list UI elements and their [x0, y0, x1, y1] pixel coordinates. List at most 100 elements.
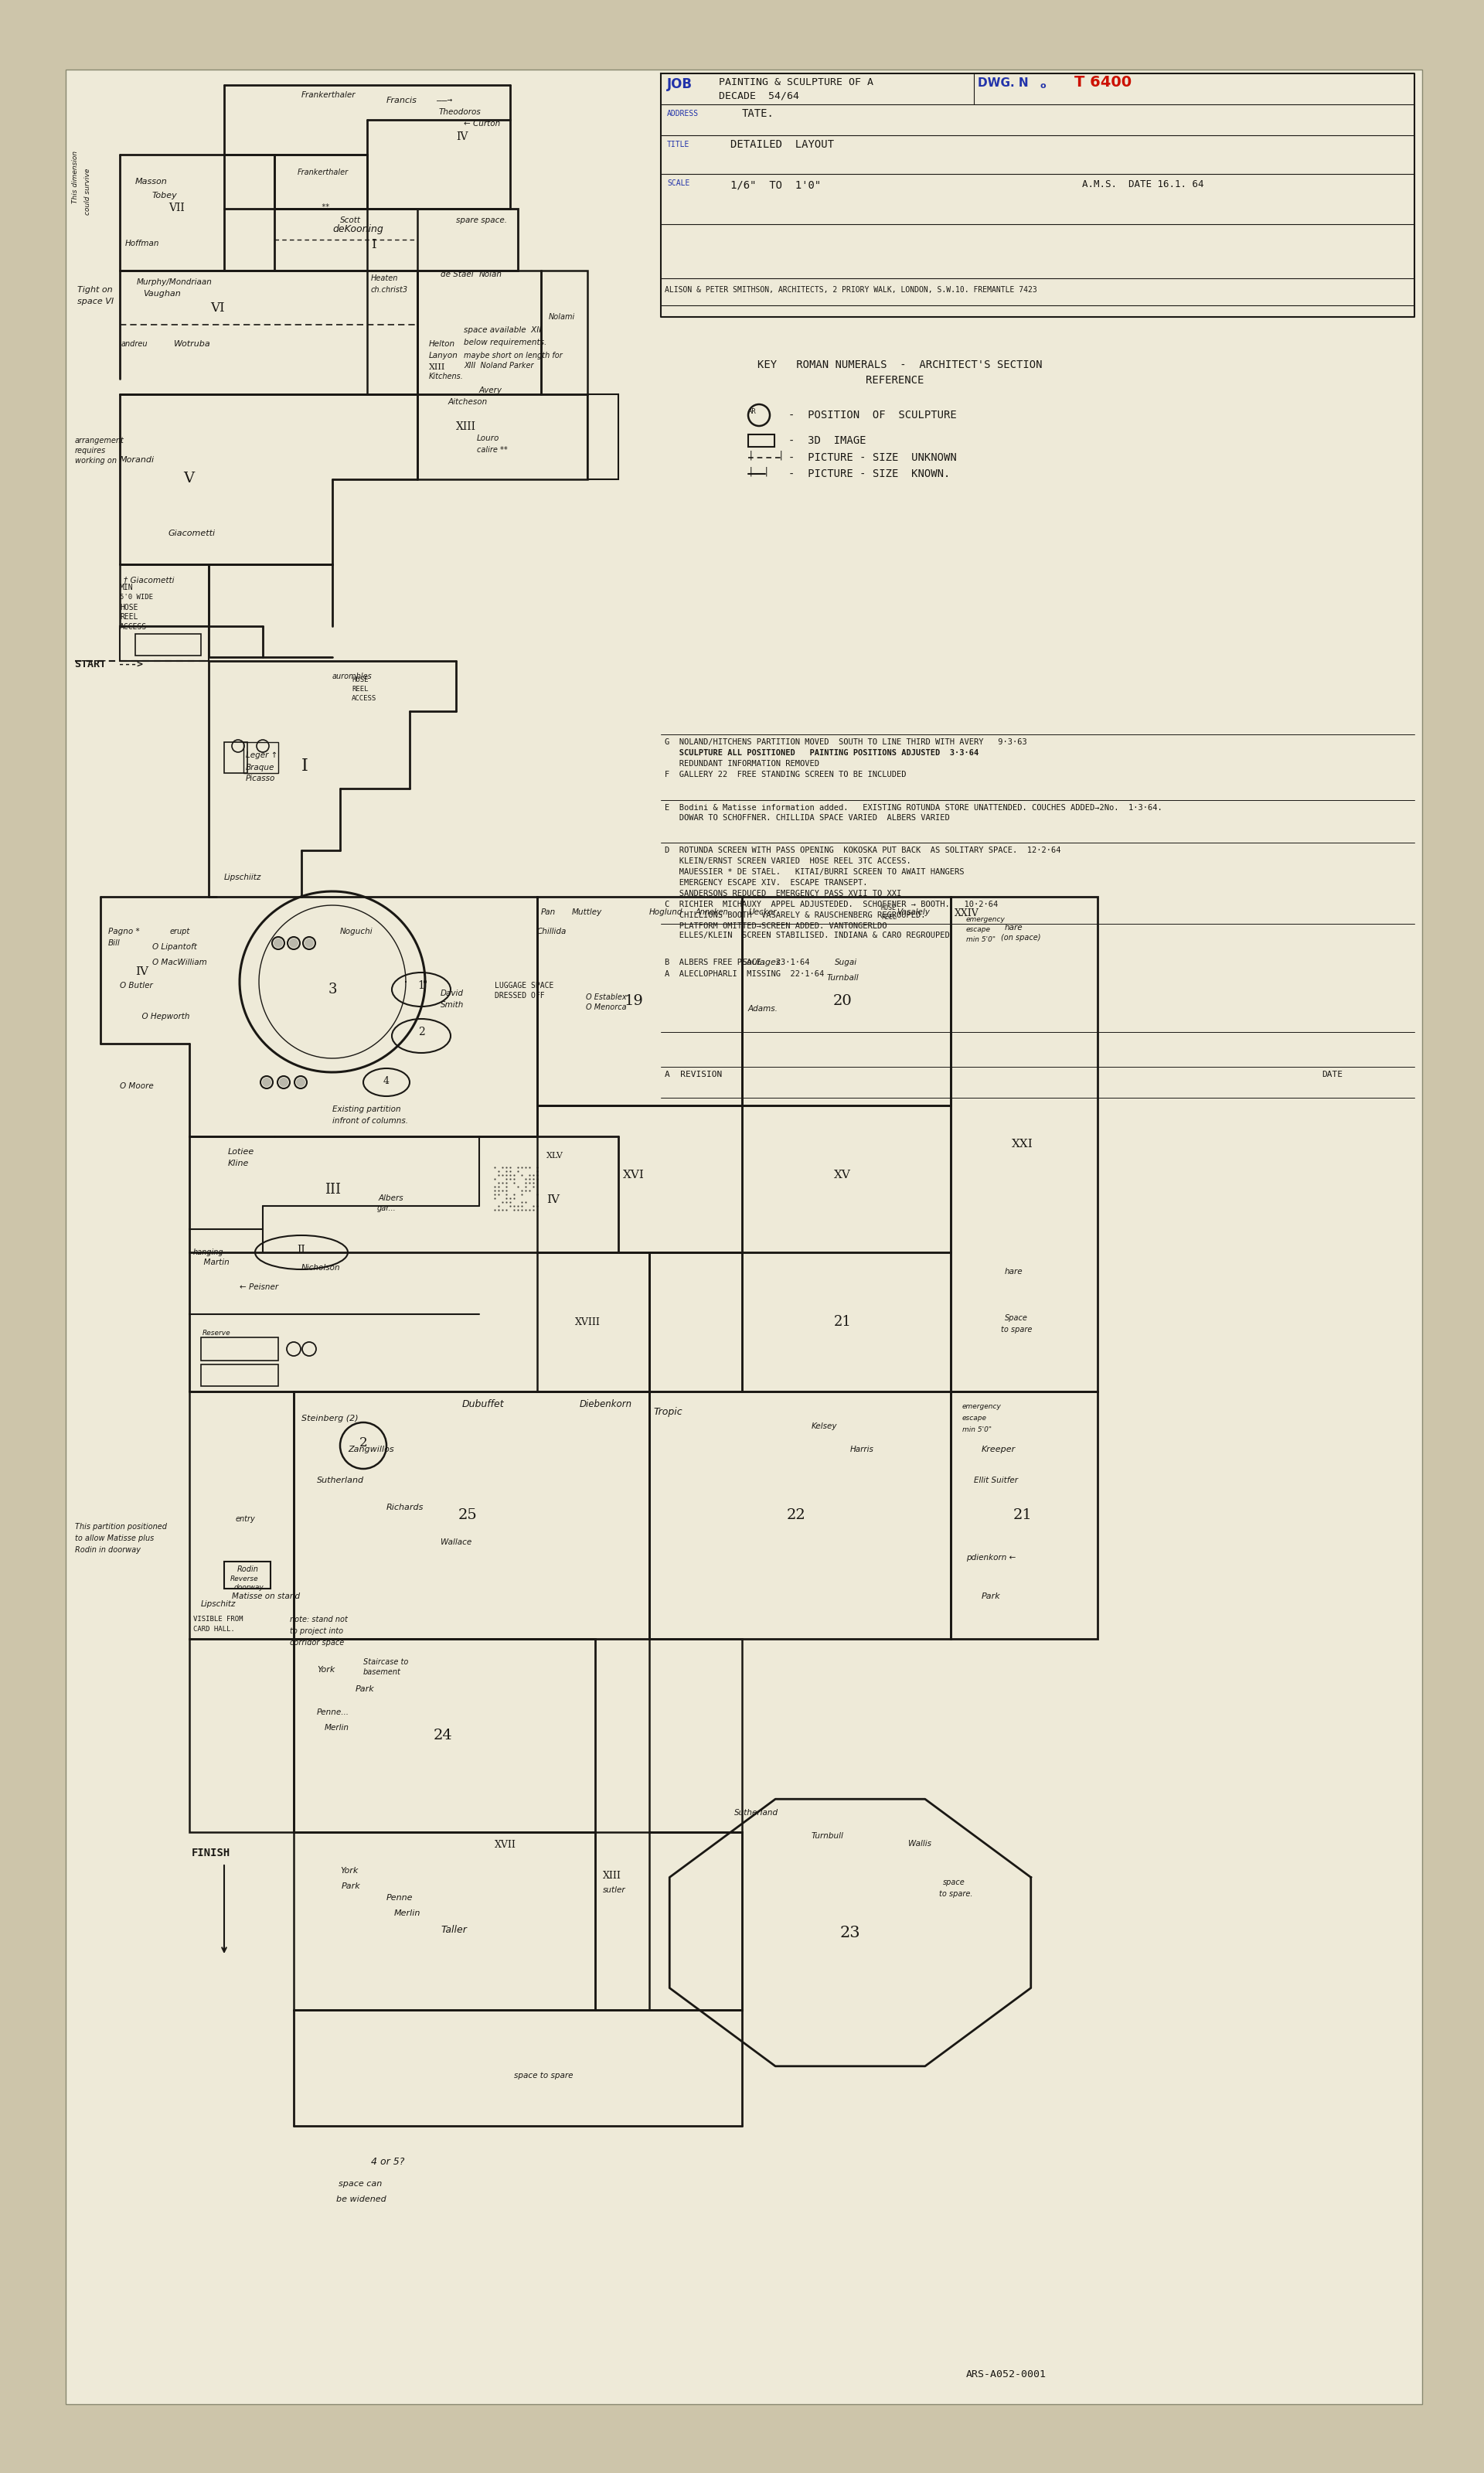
Text: KLEIN/ERNST SCREEN VARIED  HOSE REEL 3TC ACCESS.: KLEIN/ERNST SCREEN VARIED HOSE REEL 3TC …	[665, 858, 911, 866]
Text: Smith: Smith	[441, 1002, 464, 1009]
Text: Rodin: Rodin	[237, 1565, 258, 1573]
Text: Picasso: Picasso	[246, 774, 276, 781]
Text: This partition positioned: This partition positioned	[76, 1523, 166, 1531]
Text: 5'0 WIDE: 5'0 WIDE	[120, 594, 153, 601]
Text: This dimension: This dimension	[71, 151, 79, 203]
Text: to allow Matisse plus: to allow Matisse plus	[76, 1536, 154, 1543]
Text: Giacometti: Giacometti	[169, 529, 215, 537]
Text: emergency: emergency	[962, 1402, 1002, 1410]
Text: XIII: XIII	[429, 364, 445, 371]
Text: DETAILED  LAYOUT: DETAILED LAYOUT	[730, 138, 834, 151]
Text: Harris: Harris	[850, 1447, 874, 1454]
Text: 1: 1	[418, 979, 424, 992]
Text: Albers: Albers	[378, 1194, 404, 1202]
Text: XV: XV	[834, 1170, 850, 1180]
Text: to project into: to project into	[289, 1627, 343, 1635]
Text: maybe short on length for: maybe short on length for	[463, 351, 562, 359]
Text: ACCESS: ACCESS	[120, 623, 147, 631]
Text: XIII: XIII	[603, 1870, 622, 1882]
Text: Nicholson: Nicholson	[301, 1264, 340, 1271]
Text: IV: IV	[546, 1194, 559, 1204]
Text: T 6400: T 6400	[1074, 74, 1132, 89]
Text: deKooning: deKooning	[332, 225, 383, 235]
Text: min 5'0": min 5'0"	[962, 1427, 991, 1434]
Text: Bill: Bill	[108, 940, 120, 947]
Text: Kline: Kline	[229, 1160, 249, 1167]
Text: Zangwillos: Zangwillos	[347, 1447, 393, 1454]
Text: XVII: XVII	[494, 1840, 516, 1850]
Text: Frankerthaler: Frankerthaler	[298, 168, 349, 176]
Text: to spare: to spare	[1000, 1326, 1033, 1333]
Text: Wotruba: Wotruba	[174, 341, 211, 349]
Text: York: York	[318, 1667, 335, 1674]
Text: START  --->: START --->	[76, 660, 142, 670]
Bar	[243, 742, 279, 774]
Text: IV: IV	[135, 967, 148, 977]
Text: David: David	[441, 989, 463, 997]
Text: -  PICTURE - SIZE  KNOWN.: - PICTURE - SIZE KNOWN.	[788, 467, 950, 480]
Text: Leger ↑: Leger ↑	[246, 752, 278, 759]
Text: Park: Park	[341, 1882, 361, 1889]
Text: Diebenkorn: Diebenkorn	[580, 1400, 632, 1410]
Bar	[224, 1560, 270, 1588]
Text: ← Curton: ← Curton	[463, 119, 500, 129]
Text: ——→: ——→	[436, 96, 453, 104]
Bar	[742, 1251, 951, 1392]
Text: DWG. N: DWG. N	[978, 77, 1028, 89]
Circle shape	[304, 937, 313, 947]
Text: 3: 3	[328, 982, 337, 997]
Text: Lipschiitz: Lipschiitz	[224, 873, 261, 880]
Bar	[542, 270, 588, 393]
Text: escape: escape	[962, 1415, 987, 1422]
Text: Chillida: Chillida	[537, 927, 567, 935]
Text: 22: 22	[787, 1509, 806, 1523]
Text: aurombles: aurombles	[332, 673, 372, 680]
Text: 25: 25	[459, 1509, 478, 1523]
Text: G  NOLAND/HITCHENS PARTITION MOVED  SOUTH TO LINE THIRD WITH AVERY   9·3·63: G NOLAND/HITCHENS PARTITION MOVED SOUTH …	[665, 739, 1027, 747]
Text: Kelsey: Kelsey	[812, 1422, 837, 1429]
Text: Dubuffet: Dubuffet	[462, 1400, 505, 1410]
Bar	[294, 1832, 595, 2011]
Text: erupt: erupt	[171, 927, 190, 935]
Text: requires: requires	[76, 448, 105, 455]
Text: XVI: XVI	[623, 1170, 644, 1180]
Text: Hoglund: Hoglund	[650, 908, 683, 915]
Text: **: **	[321, 203, 329, 210]
Text: SANDERSONS REDUCED  EMERGENCY PASS XVII TO XXI: SANDERSONS REDUCED EMERGENCY PASS XVII T…	[665, 890, 901, 898]
Text: (on space): (on space)	[1000, 935, 1040, 942]
Bar	[595, 1832, 742, 2011]
Text: XXI: XXI	[1012, 1138, 1033, 1150]
Text: O Lipantoft: O Lipantoft	[153, 942, 197, 950]
Text: Morandi: Morandi	[120, 455, 154, 465]
Text: 4: 4	[383, 1076, 389, 1086]
Text: IV: IV	[456, 131, 467, 143]
Text: sutler: sutler	[603, 1887, 626, 1894]
Text: KEY   ROMAN NUMERALS  -  ARCHITECT'S SECTION: KEY ROMAN NUMERALS - ARCHITECT'S SECTION	[757, 359, 1042, 371]
Text: Nolami: Nolami	[549, 314, 576, 321]
Bar	[294, 1640, 595, 1832]
Text: min 5'0": min 5'0"	[966, 937, 996, 942]
Text: |: |	[778, 450, 784, 460]
Text: escape: escape	[966, 925, 991, 932]
Text: Turnball: Turnball	[827, 974, 859, 982]
Text: York: York	[340, 1867, 358, 1875]
Text: |: |	[764, 465, 769, 477]
Text: 21: 21	[1014, 1509, 1033, 1523]
Text: Kreeper: Kreeper	[981, 1447, 1017, 1454]
Text: JOB: JOB	[666, 77, 693, 92]
Text: 21: 21	[834, 1316, 852, 1328]
Text: REEL: REEL	[881, 913, 896, 920]
Text: Lanyon: Lanyon	[429, 351, 459, 359]
Text: Sutherland: Sutherland	[735, 1808, 779, 1818]
Text: O Moore: O Moore	[120, 1083, 154, 1091]
Text: Louro: Louro	[476, 435, 500, 443]
Text: 19: 19	[625, 994, 644, 1009]
Text: PLATFORM OMITTED→SCREEN ADDED. VANTONGERLDO: PLATFORM OMITTED→SCREEN ADDED. VANTONGER…	[665, 922, 887, 930]
Bar	[951, 898, 1098, 1392]
Text: A.M.S.  DATE 16.1. 64: A.M.S. DATE 16.1. 64	[1082, 181, 1204, 190]
Bar	[275, 156, 367, 208]
Text: Ellit Suitfer: Ellit Suitfer	[974, 1476, 1018, 1484]
Text: could survive: could survive	[85, 168, 91, 215]
Text: Matisse on stand: Matisse on stand	[232, 1593, 300, 1600]
Text: HOSE: HOSE	[881, 905, 896, 913]
